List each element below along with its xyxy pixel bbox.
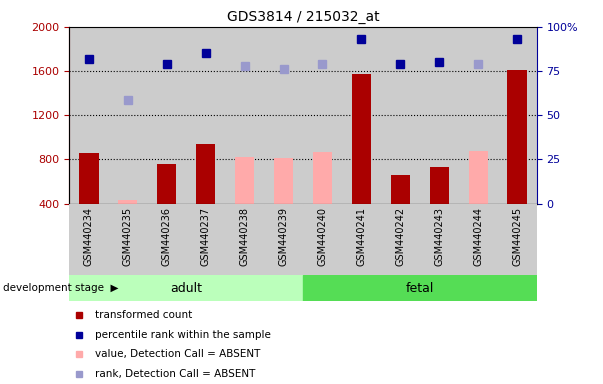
Bar xyxy=(157,164,177,204)
Bar xyxy=(109,204,147,275)
Text: GSM440234: GSM440234 xyxy=(84,207,94,266)
Text: GSM440243: GSM440243 xyxy=(434,207,444,266)
Text: GSM440238: GSM440238 xyxy=(239,207,250,266)
Bar xyxy=(381,204,420,275)
Text: GSM440240: GSM440240 xyxy=(317,207,327,266)
Text: development stage  ▶: development stage ▶ xyxy=(3,283,119,293)
Text: GSM440242: GSM440242 xyxy=(396,207,405,266)
Bar xyxy=(264,204,303,275)
Bar xyxy=(303,204,342,275)
Text: GSM440239: GSM440239 xyxy=(279,207,289,266)
Bar xyxy=(381,27,420,204)
Bar xyxy=(147,27,186,204)
Bar xyxy=(274,158,293,204)
Bar xyxy=(235,157,254,204)
Bar xyxy=(264,27,303,204)
Bar xyxy=(118,200,137,204)
Bar xyxy=(186,27,225,204)
Bar xyxy=(497,27,537,204)
Bar xyxy=(342,27,381,204)
Text: fetal: fetal xyxy=(406,281,434,295)
Bar xyxy=(69,27,109,204)
Text: GSM440235: GSM440235 xyxy=(123,207,133,266)
Bar xyxy=(420,27,459,204)
Text: GSM440244: GSM440244 xyxy=(473,207,483,266)
Bar xyxy=(303,27,342,204)
Bar xyxy=(508,70,527,204)
Bar xyxy=(342,204,381,275)
Bar xyxy=(420,204,459,275)
Bar xyxy=(469,151,488,204)
Bar xyxy=(429,167,449,204)
Bar xyxy=(303,275,537,301)
Bar xyxy=(459,27,497,204)
Bar xyxy=(69,204,109,275)
Bar xyxy=(313,152,332,204)
Text: percentile rank within the sample: percentile rank within the sample xyxy=(95,330,271,340)
Bar xyxy=(69,275,303,301)
Bar xyxy=(109,27,147,204)
Bar xyxy=(497,204,537,275)
Text: GSM440245: GSM440245 xyxy=(512,207,522,266)
Bar xyxy=(196,144,215,204)
Bar xyxy=(186,204,225,275)
Text: transformed count: transformed count xyxy=(95,310,192,320)
Text: GSM440236: GSM440236 xyxy=(162,207,172,266)
Text: rank, Detection Call = ABSENT: rank, Detection Call = ABSENT xyxy=(95,369,256,379)
Bar xyxy=(225,27,264,204)
Text: GSM440237: GSM440237 xyxy=(201,207,210,266)
Text: GSM440241: GSM440241 xyxy=(356,207,367,266)
Title: GDS3814 / 215032_at: GDS3814 / 215032_at xyxy=(227,10,379,25)
Bar xyxy=(79,153,98,204)
Text: value, Detection Call = ABSENT: value, Detection Call = ABSENT xyxy=(95,349,260,359)
Text: adult: adult xyxy=(170,281,202,295)
Bar xyxy=(391,175,410,204)
Bar xyxy=(225,204,264,275)
Bar xyxy=(147,204,186,275)
Bar xyxy=(352,74,371,204)
Bar xyxy=(459,204,497,275)
